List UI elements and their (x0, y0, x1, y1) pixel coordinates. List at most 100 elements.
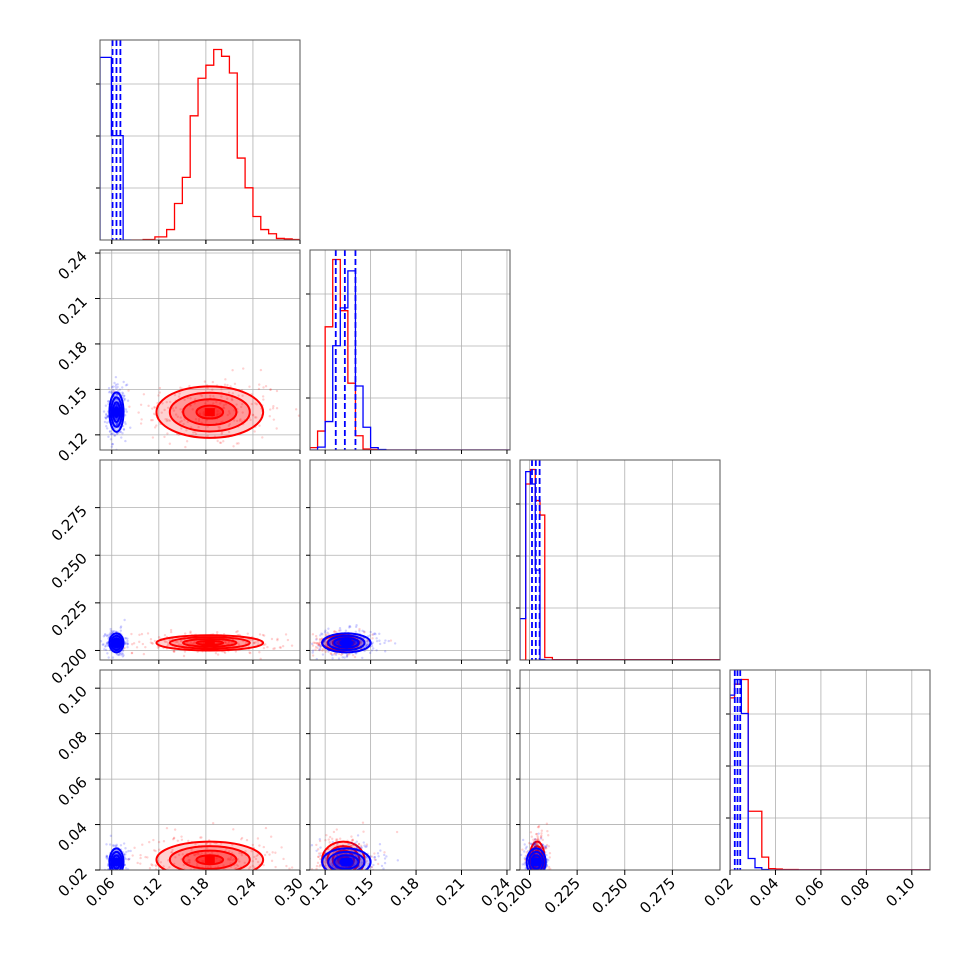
red-points (223, 650, 226, 654)
red-points (286, 638, 290, 642)
red-points (245, 838, 249, 842)
red-points (214, 652, 218, 655)
red-points (333, 651, 337, 655)
blue-points (107, 387, 111, 390)
red-points (172, 409, 176, 412)
blue-peak (111, 858, 122, 867)
red-points (280, 846, 283, 849)
blue-points (109, 627, 112, 631)
red-points (535, 842, 538, 846)
red-points (234, 873, 236, 875)
red-points (189, 397, 192, 400)
red-points (206, 425, 209, 428)
red-points (353, 655, 357, 659)
blue-points (106, 415, 110, 418)
blue-points (524, 867, 527, 870)
red-points (231, 392, 235, 395)
red-points (541, 838, 544, 842)
blue-points (373, 870, 375, 872)
blue-points (544, 850, 547, 854)
red-points (172, 650, 175, 653)
blue-points (117, 653, 120, 657)
red-points (243, 861, 246, 865)
blue-points (534, 877, 536, 879)
red-points (366, 640, 369, 643)
red-points (274, 851, 277, 854)
red-points (324, 839, 327, 842)
red-points (334, 872, 336, 874)
blue-points (380, 661, 382, 663)
red-points (206, 865, 210, 868)
red-points (188, 384, 191, 388)
blue-points (375, 637, 378, 640)
blue-points (340, 870, 342, 872)
blue-points (307, 638, 309, 640)
red-points (152, 412, 156, 416)
blue-points (108, 430, 112, 433)
blue-points (532, 844, 535, 848)
red-points (151, 864, 154, 867)
blue-points (124, 422, 127, 426)
red-points (171, 848, 174, 852)
red-points (228, 881, 230, 883)
red-points (135, 646, 139, 649)
red-points (542, 874, 544, 876)
blue-points (336, 874, 338, 876)
red-points (533, 871, 535, 873)
red-points (314, 634, 318, 638)
blue-points (106, 871, 108, 873)
blue-points (540, 847, 543, 850)
red-points (186, 861, 189, 864)
red-points (545, 822, 549, 825)
red-points (167, 406, 170, 409)
red-points (269, 408, 272, 411)
blue-points (122, 654, 125, 657)
red-points (193, 402, 196, 405)
red-points (333, 891, 335, 893)
red-points (205, 842, 209, 845)
blue-points (124, 641, 127, 645)
red-points (315, 843, 318, 847)
blue-points (121, 432, 124, 435)
blue-points (105, 854, 108, 858)
blue-points (529, 842, 533, 846)
blue-points (114, 404, 117, 407)
red-points (235, 863, 238, 866)
red-points (275, 407, 279, 410)
red-points (182, 422, 185, 426)
blue-points (122, 872, 124, 874)
red-points (181, 853, 184, 856)
red-points (189, 404, 192, 407)
blue-points (537, 871, 539, 873)
red-points (365, 859, 369, 863)
red-points (262, 398, 265, 401)
blue-points (383, 853, 386, 857)
blue-points (396, 859, 400, 862)
blue-points (126, 399, 130, 402)
red-points (196, 864, 199, 867)
blue-points (105, 641, 109, 645)
blue-points (119, 876, 121, 878)
scatter-panel-0 (100, 250, 300, 450)
red-points (233, 419, 236, 422)
red-points (192, 642, 195, 645)
red-points (184, 632, 187, 635)
red-points (216, 653, 220, 656)
red-points (202, 412, 205, 415)
red-points (346, 876, 348, 878)
red-points (361, 821, 365, 824)
red-points (173, 650, 176, 653)
red-points (182, 654, 186, 658)
blue-points (109, 390, 112, 393)
blue-points (104, 416, 107, 419)
blue-points (126, 642, 130, 646)
blue-points (327, 877, 329, 879)
blue-points (354, 641, 358, 644)
red-points (257, 387, 261, 391)
red-points (152, 849, 156, 852)
red-points (209, 842, 212, 846)
red-points (168, 879, 170, 881)
blue-points (113, 381, 116, 385)
blue-points (125, 850, 128, 854)
red-points (536, 836, 540, 840)
